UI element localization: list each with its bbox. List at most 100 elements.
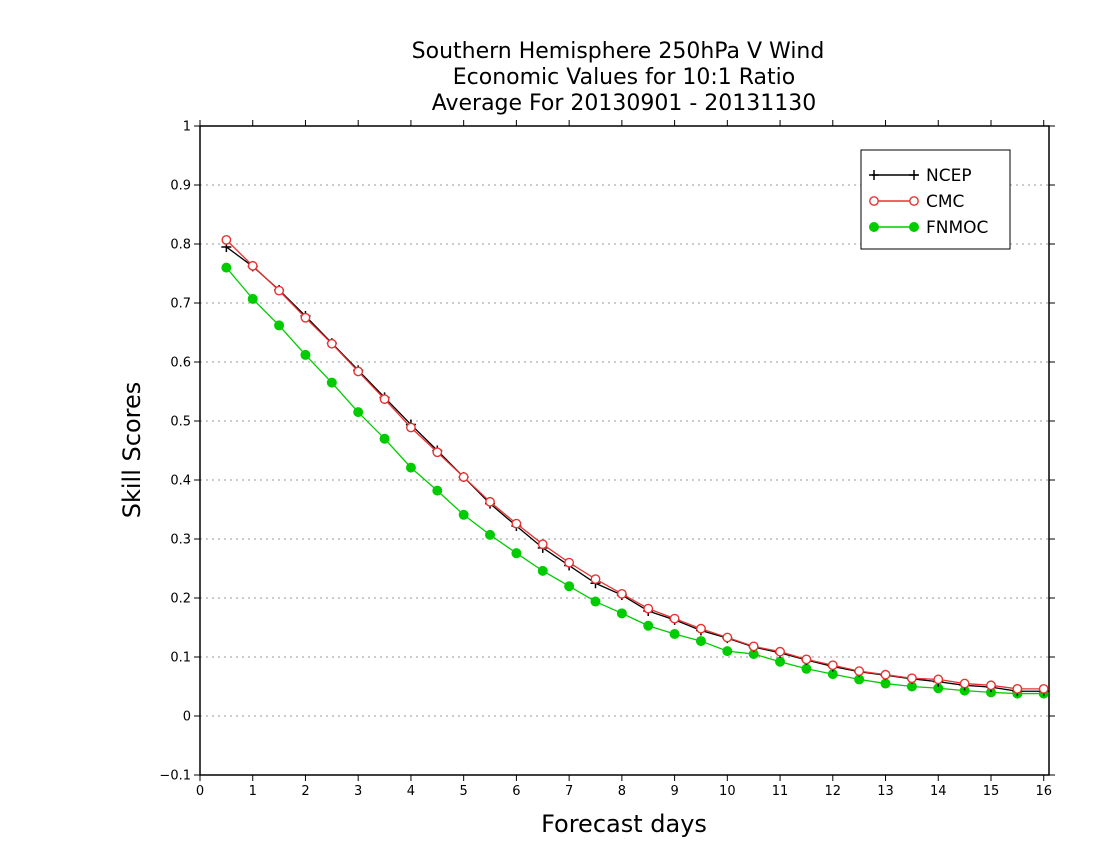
series-cmc	[221, 234, 1049, 694]
x-tick-label: 1	[249, 784, 257, 799]
legend: NCEP CMC FNMOC	[860, 149, 1011, 250]
legend-marker	[909, 196, 919, 206]
chart-title: Southern Hemisphere 250hPa V Wind Econom…	[412, 39, 825, 116]
legend-item-ncep: NCEP	[869, 166, 972, 186]
data-point	[801, 654, 812, 665]
title-line-1: Southern Hemisphere 250hPa V Wind	[412, 39, 825, 64]
legend-item-fnmoc: FNMOC	[869, 218, 988, 238]
series-line	[225, 239, 1044, 690]
data-point	[775, 646, 785, 657]
x-tick-label: 16	[1035, 784, 1052, 799]
data-point	[458, 509, 469, 520]
y-tick-label: 0.6	[170, 356, 191, 371]
data-point	[537, 565, 548, 576]
plot-frame	[199, 125, 1050, 776]
legend-marker	[869, 196, 879, 206]
legend-marker	[909, 170, 919, 180]
data-point	[432, 447, 443, 458]
data-point	[959, 678, 970, 689]
legend-label: CMC	[926, 192, 964, 212]
data-point	[564, 557, 575, 568]
grid	[200, 184, 1049, 717]
series-ncep	[221, 241, 1049, 697]
title-line-3: Average For 20130901 - 20131130	[432, 91, 817, 116]
legend-label: FNMOC	[926, 218, 988, 238]
data-point	[669, 613, 680, 624]
x-tick-label: 8	[618, 784, 626, 799]
data-point	[722, 646, 733, 657]
data-point	[485, 496, 495, 507]
y-tick-label: 0.4	[170, 474, 191, 489]
x-tick-label: 15	[983, 784, 1000, 799]
data-point	[616, 588, 627, 599]
x-tick-label: 2	[301, 784, 309, 799]
data-point	[564, 581, 575, 592]
series-layer	[221, 234, 1049, 699]
legend-item-cmc: CMC	[869, 192, 964, 212]
data-point	[643, 603, 654, 614]
x-tick-label: 7	[565, 784, 573, 799]
ticks: −0.100.10.20.30.40.50.60.70.80.910 1 2 3 4 5 6…	[159, 120, 1055, 799]
x-tick-label: 11	[772, 784, 789, 799]
legend-marker	[869, 222, 879, 232]
data-point	[643, 620, 654, 631]
data-point	[669, 628, 680, 639]
data-point	[775, 656, 786, 667]
data-point	[696, 623, 706, 634]
data-point	[801, 663, 812, 674]
series-line	[225, 246, 1044, 692]
data-point	[590, 596, 601, 607]
x-tick-label: 5	[460, 784, 468, 799]
data-point	[353, 366, 364, 377]
x-tick-label: 3	[354, 784, 362, 799]
data-point	[300, 349, 311, 360]
legend-box	[860, 149, 1011, 250]
y-tick-label: 0.7	[170, 297, 191, 312]
data-point	[274, 285, 284, 296]
series-line	[225, 267, 1044, 695]
data-point	[326, 377, 337, 388]
y-tick-label: 0	[183, 710, 191, 725]
y-tick-label: 0.3	[170, 533, 191, 548]
data-point	[854, 666, 865, 677]
legend-marker	[869, 170, 879, 180]
y-tick-label: 0.1	[170, 651, 191, 666]
data-point	[247, 260, 258, 271]
data-point	[300, 312, 311, 323]
data-point	[511, 518, 522, 529]
data-point	[986, 680, 996, 691]
x-tick-label: 0	[196, 784, 204, 799]
y-tick-label: −0.1	[159, 769, 191, 784]
data-point	[432, 485, 443, 496]
x-tick-label: 13	[877, 784, 894, 799]
legend-marker	[909, 222, 919, 232]
data-point	[485, 529, 496, 540]
y-tick-label: 1	[183, 120, 191, 135]
y-tick-label: 0.2	[170, 592, 191, 607]
legend-label: NCEP	[926, 166, 972, 186]
x-tick-label: 6	[512, 784, 520, 799]
y-tick-label: 0.9	[170, 179, 191, 194]
data-point	[722, 632, 733, 643]
data-point	[247, 293, 258, 304]
data-point	[221, 262, 232, 273]
series-fnmoc	[221, 262, 1049, 699]
data-point	[1012, 683, 1023, 694]
data-point	[326, 338, 337, 349]
data-point	[906, 673, 917, 684]
y-tick-label: 0.5	[170, 415, 191, 430]
data-point	[406, 422, 416, 433]
y-tick-label: 0.8	[170, 238, 191, 253]
x-tick-label: 9	[670, 784, 678, 799]
data-point	[221, 234, 232, 245]
x-tick-label: 10	[719, 784, 736, 799]
data-point	[827, 660, 838, 671]
data-point	[511, 548, 522, 559]
y-axis-title: Skill Scores	[118, 382, 146, 519]
data-point	[353, 407, 364, 418]
data-point	[405, 462, 416, 473]
data-point	[695, 636, 706, 647]
x-tick-label: 4	[407, 784, 415, 799]
x-axis-title: Forecast days	[541, 810, 707, 838]
data-point	[748, 641, 759, 652]
